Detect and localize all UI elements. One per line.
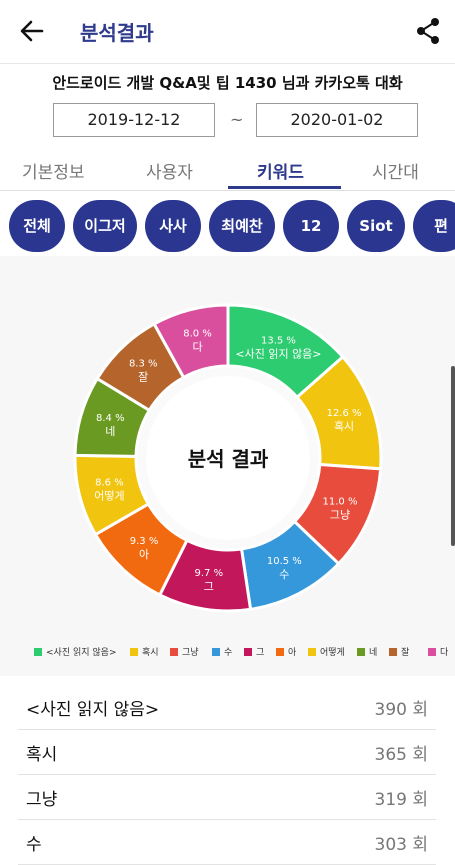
tab-bar: 기본정보 사용자 키워드 시간대 bbox=[0, 150, 455, 191]
chart-legend: <사진 읽지 않음> 혹시 그냥 수 그 아 어떻게 네 잘 다 bbox=[0, 640, 455, 662]
legend-label: 어떻게 bbox=[320, 648, 345, 658]
legend-label: <사진 읽지 않음> bbox=[46, 648, 117, 658]
legend-swatch bbox=[308, 648, 316, 656]
slice-percent-label: 9.3 % bbox=[130, 536, 159, 547]
legend-swatch bbox=[130, 648, 138, 656]
legend-label: 그 bbox=[256, 648, 265, 658]
slice-category-label: 그 bbox=[204, 580, 214, 593]
app-bar: 분석결과 bbox=[0, 0, 455, 64]
legend-swatch bbox=[428, 648, 436, 656]
legend-swatch bbox=[170, 648, 178, 656]
legend-item: 수 bbox=[212, 645, 232, 658]
start-date-field[interactable]: 2019-12-12 bbox=[53, 103, 215, 137]
keyword-list: <사진 읽지 않음> 390 회 혹시 365 회 그냥 319 회 수 303… bbox=[18, 685, 436, 865]
slice-category-label: 아 bbox=[139, 548, 149, 561]
share-icon[interactable] bbox=[415, 17, 441, 45]
list-item[interactable]: 그냥 319 회 bbox=[18, 775, 436, 820]
active-tab-indicator bbox=[228, 186, 341, 189]
end-date-field[interactable]: 2020-01-02 bbox=[256, 103, 418, 137]
page-title: 분석결과 bbox=[80, 21, 154, 45]
list-item[interactable]: <사진 읽지 않음> 390 회 bbox=[18, 685, 436, 730]
legend-item: 네 bbox=[357, 645, 377, 658]
slice-percent-label: 8.4 % bbox=[96, 413, 125, 424]
donut-slice[interactable] bbox=[152, 303, 230, 380]
list-item[interactable]: 혹시 365 회 bbox=[18, 730, 436, 775]
keyword-count: 303 회 bbox=[374, 835, 429, 855]
donut-hole bbox=[146, 376, 310, 540]
tab-basic-info[interactable]: 기본정보 bbox=[22, 163, 85, 183]
slice-category-label: 수 bbox=[279, 568, 289, 581]
legend-item: 잘 bbox=[389, 645, 409, 658]
filter-chip[interactable]: Siot bbox=[347, 200, 405, 252]
keyword-count: 365 회 bbox=[374, 745, 429, 765]
legend-label: 혹시 bbox=[142, 648, 159, 658]
filter-chip-all[interactable]: 전체 bbox=[9, 200, 65, 252]
slice-category-label: <사진 읽지 않음> bbox=[235, 347, 321, 360]
legend-item: 다 bbox=[428, 645, 448, 658]
slice-percent-label: 9.7 % bbox=[195, 568, 224, 579]
keyword-count: 390 회 bbox=[374, 700, 429, 720]
legend-swatch bbox=[276, 648, 284, 656]
legend-swatch bbox=[34, 648, 42, 656]
legend-item: 그냥 bbox=[170, 645, 199, 658]
legend-swatch bbox=[357, 648, 365, 656]
list-item[interactable]: 수 303 회 bbox=[18, 820, 436, 865]
legend-label: 잘 bbox=[401, 648, 410, 658]
slice-percent-label: 8.3 % bbox=[129, 359, 158, 370]
legend-item: 어떻게 bbox=[308, 645, 345, 658]
legend-swatch bbox=[389, 648, 397, 656]
user-filter-chips: 전체 이그저 사사 최예찬 12 Siot 편 bbox=[0, 200, 455, 256]
slice-category-label: 혹시 bbox=[334, 419, 354, 433]
tab-users[interactable]: 사용자 bbox=[146, 163, 193, 183]
filter-chip[interactable]: 이그저 bbox=[73, 200, 137, 252]
legend-label: 다 bbox=[440, 648, 449, 658]
keyword-label: 그냥 bbox=[26, 790, 58, 810]
keyword-count: 319 회 bbox=[374, 790, 429, 810]
filter-chip[interactable]: 사사 bbox=[145, 200, 201, 252]
slice-category-label: 다 bbox=[192, 340, 202, 353]
scrollbar-thumb[interactable] bbox=[451, 366, 455, 546]
legend-label: 아 bbox=[288, 648, 297, 658]
chat-name: 안드로이드 개발 Q&A및 팁 1430 님과 카카오톡 대화 bbox=[52, 74, 403, 92]
keyword-label: 혹시 bbox=[26, 745, 58, 765]
tab-keywords[interactable]: 키워드 bbox=[257, 163, 304, 183]
arrow-left-icon[interactable] bbox=[18, 16, 46, 46]
tab-time[interactable]: 시간대 bbox=[372, 163, 419, 183]
filter-chip[interactable]: 최예찬 bbox=[209, 200, 275, 252]
legend-label: 그냥 bbox=[182, 648, 199, 658]
slice-category-label: 어떻게 bbox=[94, 490, 124, 503]
slice-category-label: 그냥 bbox=[330, 509, 350, 522]
keyword-label: <사진 읽지 않음> bbox=[26, 700, 160, 720]
slice-percent-label: 8.6 % bbox=[95, 478, 124, 489]
slice-percent-label: 12.6 % bbox=[327, 408, 362, 419]
filter-chip[interactable]: 편 bbox=[413, 200, 455, 252]
chart-panel: 13.5 % <사진 읽지 않음> 12.6 % 혹시 11.0 % 그냥 10.5 % 수 9… bbox=[0, 256, 455, 676]
slice-category-label: 네 bbox=[105, 425, 115, 438]
legend-item: 그 bbox=[244, 645, 264, 658]
keyword-label: 수 bbox=[26, 835, 42, 855]
legend-swatch bbox=[212, 648, 220, 656]
filter-chip[interactable]: 12 bbox=[283, 200, 339, 252]
legend-label: 수 bbox=[224, 648, 233, 658]
slice-percent-label: 11.0 % bbox=[323, 497, 358, 508]
slice-category-label: 잘 bbox=[138, 371, 148, 384]
legend-item: <사진 읽지 않음> bbox=[34, 645, 116, 658]
legend-item: 혹시 bbox=[130, 645, 159, 658]
date-separator: ~ bbox=[230, 110, 244, 129]
donut-chart: 13.5 %<사진 읽지 않음> 12.6 %혹시 11.0 %그냥 10.5 %수 9… bbox=[73, 303, 383, 613]
slice-percent-label: 13.5 % bbox=[261, 335, 296, 346]
slice-percent-label: 10.5 % bbox=[267, 556, 302, 567]
slice-percent-label: 8.0 % bbox=[183, 328, 212, 339]
legend-label: 네 bbox=[369, 648, 378, 658]
legend-swatch bbox=[244, 648, 252, 656]
legend-item: 아 bbox=[276, 645, 296, 658]
chart-center-title: 분석 결과 bbox=[188, 447, 269, 471]
